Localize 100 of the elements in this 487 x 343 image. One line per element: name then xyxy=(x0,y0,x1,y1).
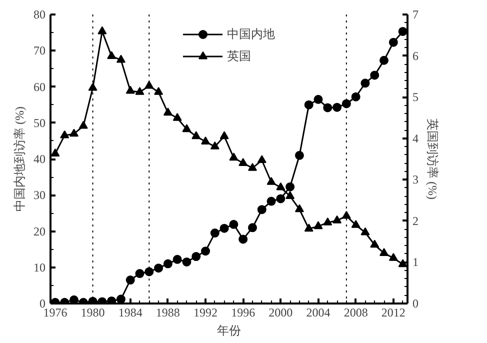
y2-axis-title: 英国到访率 (%) xyxy=(426,118,440,200)
point xyxy=(388,252,398,261)
y2-tick-label: 4 xyxy=(412,131,418,146)
point xyxy=(69,128,78,137)
y2-tick-label: 5 xyxy=(412,90,418,104)
point xyxy=(50,148,60,156)
y-tick-label: 40 xyxy=(34,152,46,166)
x-tick-label: 2004 xyxy=(306,306,330,320)
point xyxy=(182,124,192,132)
point xyxy=(398,26,408,36)
point xyxy=(229,220,238,229)
point xyxy=(144,267,154,276)
x-tick-label: 2000 xyxy=(268,306,293,320)
point xyxy=(220,131,229,140)
point xyxy=(88,82,98,91)
point xyxy=(380,56,389,65)
point xyxy=(220,224,229,233)
y-tick-label: 70 xyxy=(34,44,46,58)
point xyxy=(126,86,135,94)
point xyxy=(182,257,192,266)
y-tick-label: 60 xyxy=(34,80,46,94)
point xyxy=(294,204,304,212)
point xyxy=(266,177,276,185)
point xyxy=(172,254,182,264)
point xyxy=(192,131,201,140)
point xyxy=(201,246,210,256)
point xyxy=(201,136,210,144)
point xyxy=(135,269,144,278)
point xyxy=(332,215,342,224)
y2-tick-label: 2 xyxy=(412,214,418,228)
point xyxy=(257,155,266,164)
point xyxy=(276,182,286,190)
point xyxy=(116,54,126,63)
legend-label: 中国内地 xyxy=(227,26,275,42)
x-tick-label: 1976 xyxy=(43,306,68,320)
y2-tick-label: 3 xyxy=(412,172,418,187)
point xyxy=(210,141,220,150)
point xyxy=(210,228,220,238)
point xyxy=(107,51,116,60)
x-tick-label: 1992 xyxy=(194,306,218,320)
x-axis-title: 年份 xyxy=(217,324,241,338)
point xyxy=(286,182,295,192)
y-tick-label: 80 xyxy=(34,8,46,22)
y2-tick-label: 6 xyxy=(412,48,418,63)
point xyxy=(266,196,276,206)
point xyxy=(360,78,370,88)
x-tick-label: 2008 xyxy=(344,306,368,320)
point xyxy=(60,130,70,138)
y2-tick-label: 0 xyxy=(412,296,418,310)
point xyxy=(304,100,314,110)
point xyxy=(314,94,323,104)
point xyxy=(323,217,332,226)
x-tick-label: 1980 xyxy=(80,306,105,320)
point xyxy=(248,162,257,171)
point xyxy=(314,221,323,230)
point xyxy=(323,103,332,112)
point xyxy=(69,295,78,304)
point xyxy=(135,87,144,95)
point xyxy=(304,224,314,232)
point xyxy=(78,120,88,129)
point xyxy=(360,227,370,236)
point xyxy=(276,194,286,204)
point xyxy=(388,38,398,47)
point xyxy=(380,248,389,256)
y2-tick-label: 1 xyxy=(412,255,418,270)
point xyxy=(342,99,351,108)
point xyxy=(370,240,380,248)
point xyxy=(126,276,135,285)
x-tick-label: 1984 xyxy=(118,306,142,320)
point xyxy=(370,70,380,80)
point xyxy=(238,158,248,166)
y-axis-title: 中国内地到访率 (%) xyxy=(12,106,26,212)
point xyxy=(342,210,351,219)
point xyxy=(163,259,172,268)
point xyxy=(257,205,266,214)
point xyxy=(172,113,182,121)
point xyxy=(332,102,342,112)
x-tick-label: 2012 xyxy=(381,306,406,320)
y2-tick-label: 7 xyxy=(412,8,418,22)
x-tick-label: 1988 xyxy=(156,306,180,320)
point xyxy=(248,223,257,232)
point xyxy=(98,26,107,34)
y-tick-label: 0 xyxy=(40,296,46,310)
y-tick-label: 30 xyxy=(34,188,46,202)
y-tick-label: 10 xyxy=(34,260,46,274)
point xyxy=(294,150,304,160)
legend-label: 英国 xyxy=(227,48,251,64)
point xyxy=(154,264,164,273)
y-tick-label: 50 xyxy=(34,116,46,130)
x-tick-label: 1996 xyxy=(231,306,256,320)
point xyxy=(163,108,172,116)
y-tick-label: 20 xyxy=(34,224,46,238)
point xyxy=(238,234,248,244)
point xyxy=(351,220,360,228)
point xyxy=(116,294,126,304)
point xyxy=(229,152,238,161)
point xyxy=(286,191,295,199)
point xyxy=(351,92,360,102)
point xyxy=(192,252,201,262)
point xyxy=(154,87,164,95)
